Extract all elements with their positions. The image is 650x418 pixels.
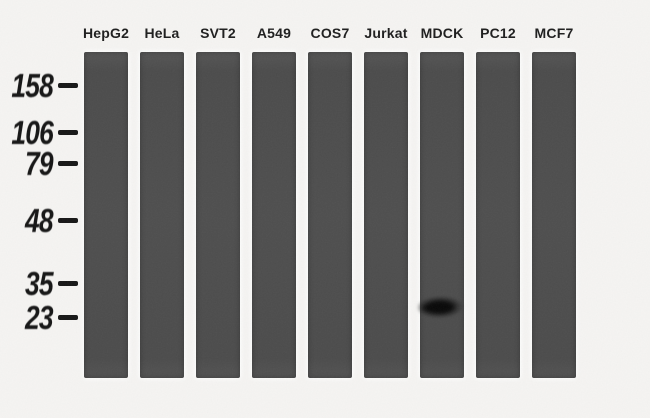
marker-row-23: 23 xyxy=(0,299,78,335)
marker-row-158: 158 xyxy=(0,67,78,103)
gel-lane-mdck xyxy=(416,52,468,378)
lane-label: SVT2 xyxy=(200,25,236,41)
lane-label-cell-mdck: MDCK xyxy=(420,25,464,41)
lane-label: MCF7 xyxy=(534,25,574,41)
lane-label: HepG2 xyxy=(82,25,130,41)
marker-row-35: 35 xyxy=(0,265,78,301)
lane-label-cell-mcf7: MCF7 xyxy=(532,25,576,41)
marker-row-48: 48 xyxy=(0,202,78,238)
lane-label: Jurkat xyxy=(364,25,408,41)
gel-lane-jurkat xyxy=(364,52,408,378)
lane-labels-row: HepG2 HeLa SVT2 A549 COS7 Jurkat MDCK PC12 MCF7 xyxy=(82,25,576,41)
lane-label-cell-hepg2: HepG2 xyxy=(82,25,130,41)
marker-tick xyxy=(58,314,78,320)
gel-lane-mcf7 xyxy=(532,52,576,378)
marker-value: 158 xyxy=(11,66,53,104)
lane-label-cell-svt2: SVT2 xyxy=(196,25,240,41)
gel-lane-hepg2 xyxy=(84,52,128,378)
lane-label: HeLa xyxy=(144,25,180,41)
gel-lane-a549 xyxy=(252,52,296,378)
gel-lanes-row xyxy=(84,52,576,378)
marker-tick xyxy=(58,217,78,223)
gel-lane-hela xyxy=(140,52,184,378)
marker-tick xyxy=(58,129,78,135)
marker-row-79: 79 xyxy=(0,145,78,181)
marker-value: 79 xyxy=(25,144,54,182)
lane-label-cell-a549: A549 xyxy=(252,25,296,41)
lane-label: A549 xyxy=(256,25,292,41)
marker-tick xyxy=(58,280,78,286)
lane-label-cell-hela: HeLa xyxy=(140,25,184,41)
lane-label: PC12 xyxy=(480,25,516,41)
marker-value: 48 xyxy=(25,201,54,239)
marker-tick xyxy=(58,82,78,88)
lane-label: MDCK xyxy=(420,25,464,41)
gel-lane-pc12 xyxy=(476,52,520,378)
lane-label: COS7 xyxy=(310,25,350,41)
gel-lane-svt2 xyxy=(196,52,240,378)
marker-tick xyxy=(58,160,78,166)
lane-label-cell-cos7: COS7 xyxy=(308,25,352,41)
lane-label-cell-pc12: PC12 xyxy=(476,25,520,41)
marker-value: 23 xyxy=(25,298,54,336)
gel-lane-cos7 xyxy=(308,52,352,378)
lane-label-cell-jurkat: Jurkat xyxy=(364,25,408,41)
marker-value: 35 xyxy=(25,264,54,302)
protein-band-mdck xyxy=(416,292,468,322)
